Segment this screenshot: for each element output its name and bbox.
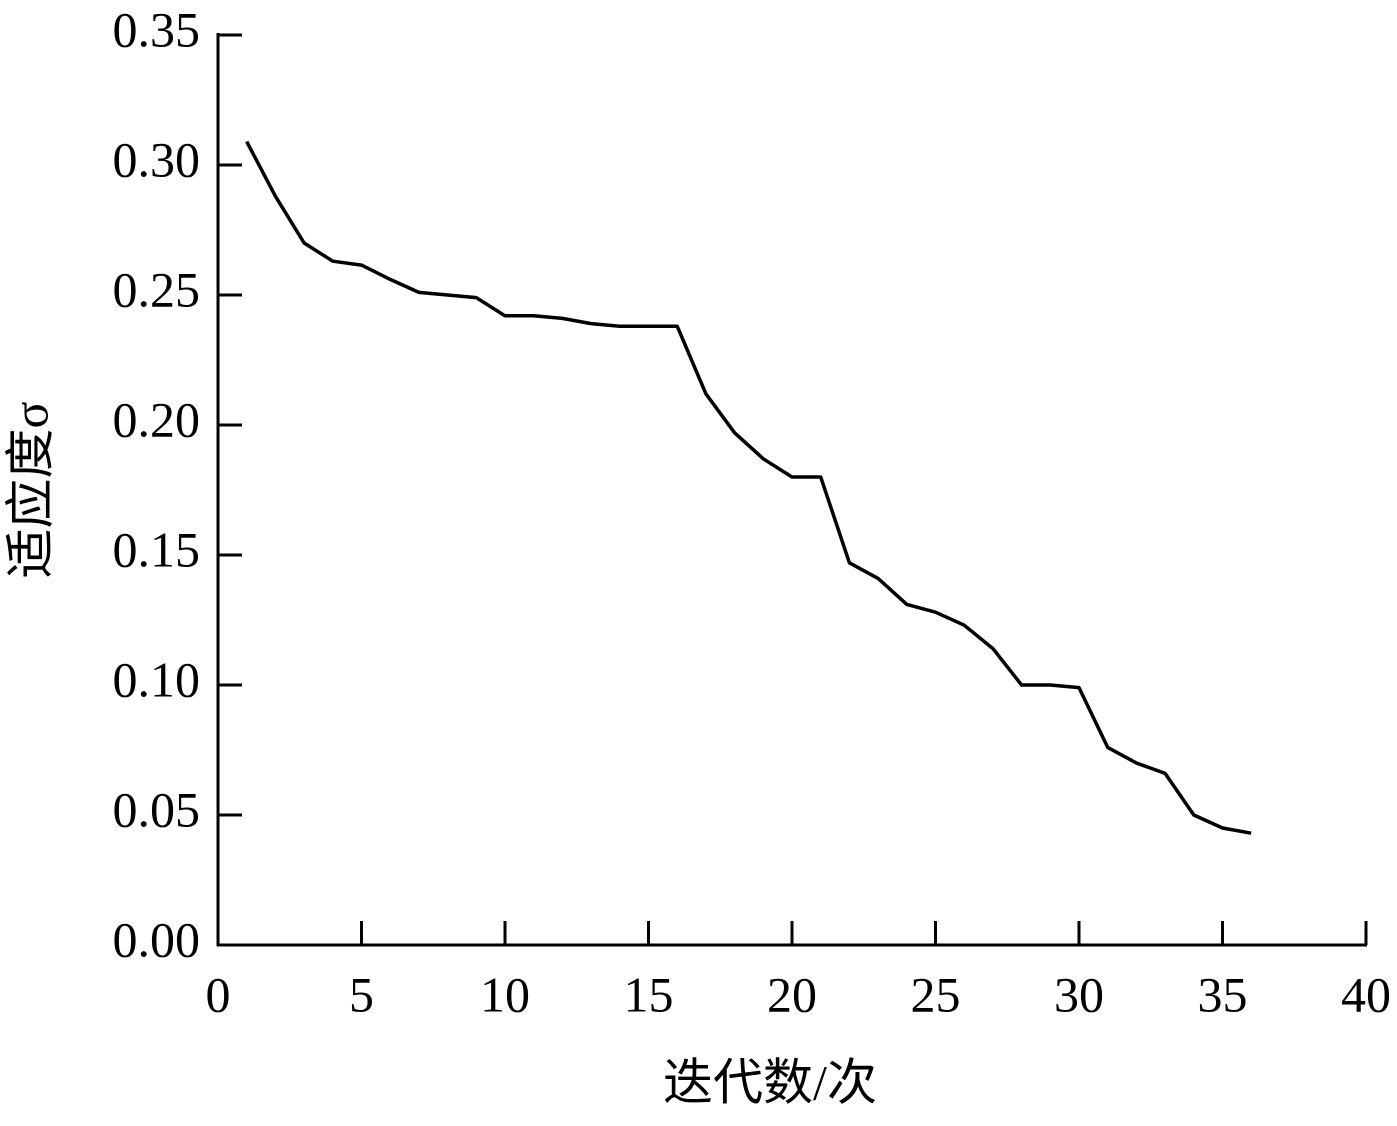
y-tick-label: 0.05	[113, 781, 201, 837]
y-tick-label: 0.35	[113, 1, 201, 57]
y-tick-label: 0.10	[113, 651, 201, 707]
x-axis-label: 迭代数/次	[663, 1054, 877, 1110]
x-tick-label: 0	[206, 966, 231, 1022]
data-line	[245, 140, 1252, 835]
y-tick-label: 0.20	[113, 391, 201, 447]
x-tick-label: 5	[349, 966, 374, 1022]
y-tick-label: 0.15	[113, 521, 201, 577]
x-tick-label: 30	[1054, 966, 1104, 1022]
y-tick-label: 0.25	[113, 261, 201, 317]
y-tick-label: 0.30	[113, 131, 201, 187]
x-tick-label: 15	[624, 966, 674, 1022]
y-axis-label: 适应度σ	[2, 401, 58, 578]
x-tick-label: 10	[480, 966, 530, 1022]
x-tick-label: 20	[767, 966, 817, 1022]
x-tick-label: 35	[1198, 966, 1248, 1022]
x-tick-label: 40	[1341, 966, 1391, 1022]
x-tick-label: 25	[911, 966, 961, 1022]
y-tick-label: 0.00	[113, 911, 201, 967]
